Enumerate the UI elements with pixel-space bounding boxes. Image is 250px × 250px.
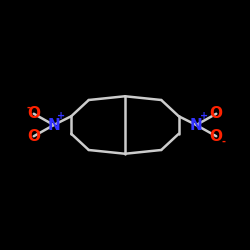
Text: +: + [200, 111, 208, 121]
Text: -: - [222, 136, 226, 146]
Text: N: N [190, 118, 202, 132]
Text: N: N [48, 118, 60, 132]
Text: O: O [210, 106, 223, 121]
Text: +: + [57, 111, 65, 121]
Text: O: O [27, 129, 40, 144]
Text: -: - [27, 102, 31, 113]
Text: O: O [210, 129, 223, 144]
Text: O: O [27, 106, 40, 121]
